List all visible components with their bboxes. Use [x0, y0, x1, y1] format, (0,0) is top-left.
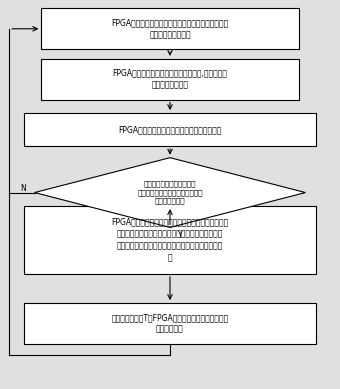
- FancyBboxPatch shape: [24, 206, 316, 274]
- Text: N: N: [20, 184, 26, 193]
- Text: 电压值最大的三元锂电池电
压与所有三元锂电池平均电压偏差
大于一设定阈值: 电压值最大的三元锂电池电 压与所有三元锂电池平均电压偏差 大于一设定阈值: [137, 180, 203, 205]
- FancyBboxPatch shape: [41, 59, 299, 100]
- Text: FPGA通过控制电压最大三元锂电池单体对应的第一接
触器和第二接触器使电压值最大的三元锂电池单体与
所述放电电阻的并联，对所述三元锂电池单体进行放
电: FPGA通过控制电压最大三元锂电池单体对应的第一接 触器和第二接触器使电压值最大…: [112, 218, 228, 262]
- Text: 等待设定的时间T，FPGA控制器通过控制端子断开所
有接触器开关: 等待设定的时间T，FPGA控制器通过控制端子断开所 有接触器开关: [112, 313, 228, 334]
- FancyBboxPatch shape: [24, 303, 316, 344]
- FancyBboxPatch shape: [41, 9, 299, 49]
- Polygon shape: [35, 158, 305, 228]
- FancyBboxPatch shape: [24, 113, 316, 146]
- Text: FPGA控制器根据获得的三元锂电池电压,找出电压值
最大的三元锂电池: FPGA控制器根据获得的三元锂电池电压,找出电压值 最大的三元锂电池: [113, 69, 227, 89]
- Text: Y: Y: [178, 231, 183, 240]
- Text: FPGA控制器求出所有三元锂电池电压的平均值: FPGA控制器求出所有三元锂电池电压的平均值: [118, 125, 222, 134]
- Text: FPGA控制器与三元锂电池电压检测模块通信，获得每
个三元锂电池的电压: FPGA控制器与三元锂电池电压检测模块通信，获得每 个三元锂电池的电压: [112, 18, 228, 39]
